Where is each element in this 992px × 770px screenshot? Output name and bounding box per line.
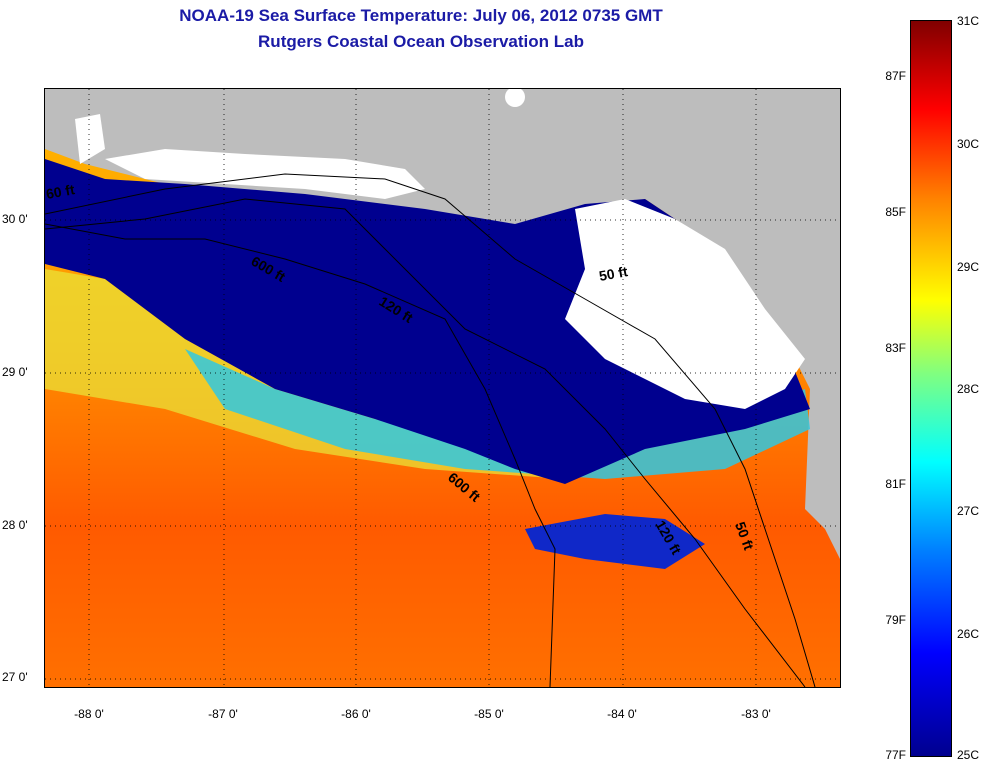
lon-label-83: -83 0' xyxy=(741,707,771,721)
colorbar-c-31: 31C xyxy=(957,14,980,28)
lon-label-85: -85 0' xyxy=(474,707,504,721)
colorbar-c-25: 25C xyxy=(957,748,980,762)
lon-label-84: -84 0' xyxy=(607,707,637,721)
cloud-cover-east xyxy=(565,199,805,409)
lon-label-88: -88 0' xyxy=(74,707,104,721)
colorbar-f-83: 83F xyxy=(885,341,906,355)
colorbar-f-85: 85F xyxy=(885,205,906,219)
colorbar-f-87: 87F xyxy=(885,69,906,83)
lat-label-28: 28 0' xyxy=(2,518,28,532)
map-title: NOAA-19 Sea Surface Temperature: July 06… xyxy=(179,6,663,25)
cloud-cover xyxy=(105,149,425,199)
cloud-coast xyxy=(75,114,105,164)
contour-label-50ft: 50 ft xyxy=(598,263,629,284)
colorbar-c-26: 26C xyxy=(957,627,980,641)
map-subtitle: Rutgers Coastal Ocean Observation Lab xyxy=(258,32,584,51)
cloud-north xyxy=(505,89,525,107)
temperature-colorbar xyxy=(910,20,952,757)
depth-contours xyxy=(45,173,816,687)
colorbar-f-79: 79F xyxy=(885,613,906,627)
colorbar-c-28: 28C xyxy=(957,382,980,396)
sst-map-canvas: 60 ft 600 ft 120 ft 50 ft 600 ft 120 ft … xyxy=(45,89,840,687)
colorbar-f-81: 81F xyxy=(885,477,906,491)
lat-label-29: 29 0' xyxy=(2,365,28,379)
lat-label-30: 30 0' xyxy=(2,212,28,226)
colorbar-c-30: 30C xyxy=(957,137,980,151)
contour-label-60ft: 60 ft xyxy=(45,181,76,202)
colorbar-c-27: 27C xyxy=(957,504,980,518)
lat-label-27: 27 0' xyxy=(2,670,28,684)
colorbar-c-29: 29C xyxy=(957,260,980,274)
lon-label-86: -86 0' xyxy=(341,707,371,721)
sst-map: 60 ft 600 ft 120 ft 50 ft 600 ft 120 ft … xyxy=(44,88,841,688)
lon-label-87: -87 0' xyxy=(208,707,238,721)
colorbar-f-77: 77F xyxy=(885,748,906,762)
cold-eddy xyxy=(525,514,705,569)
